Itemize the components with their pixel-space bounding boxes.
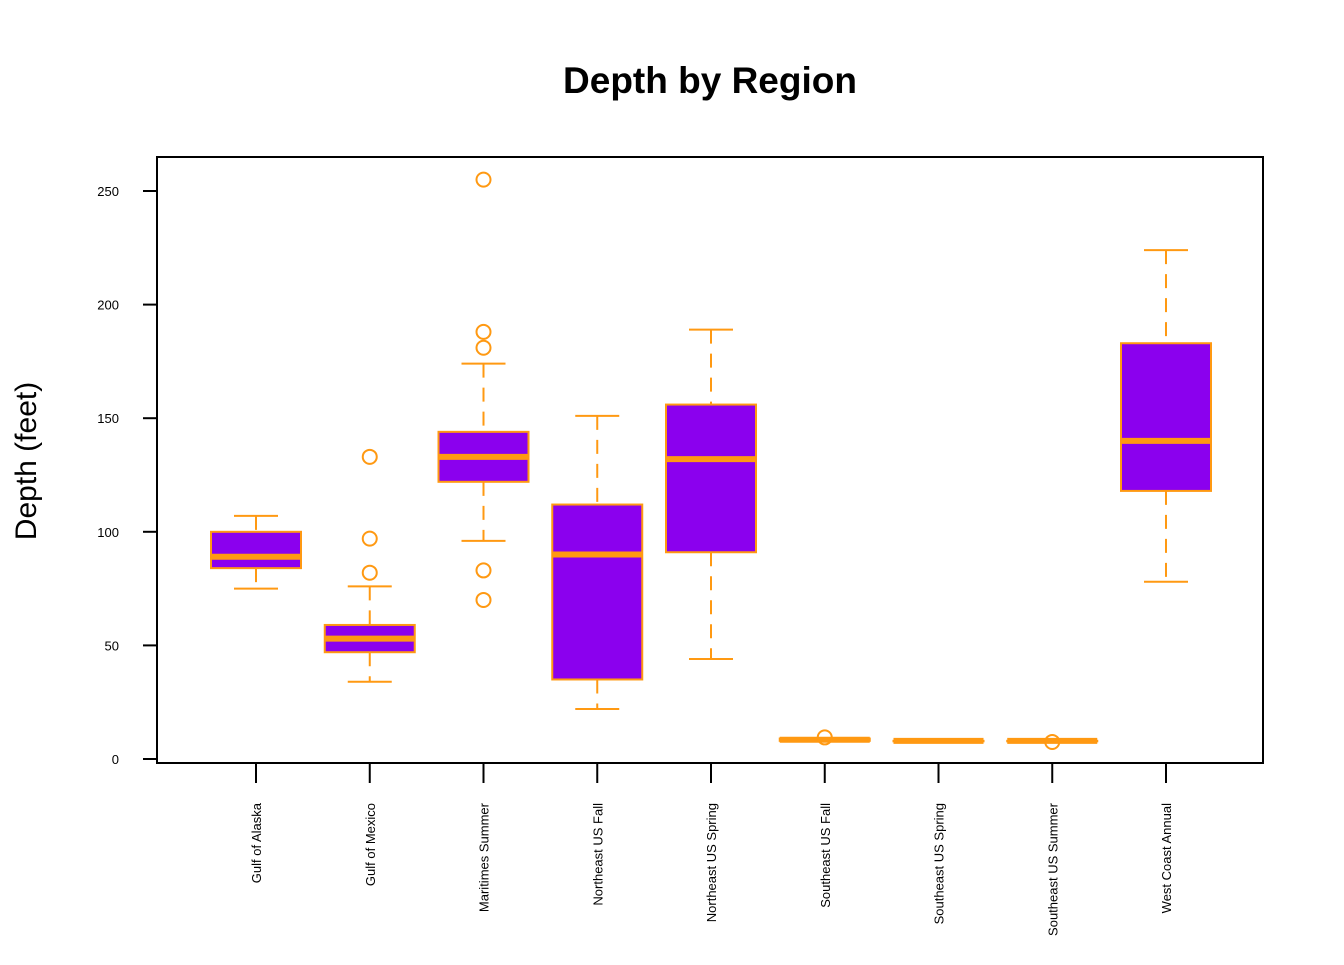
- box-iqr: [551, 503, 644, 681]
- outlier-point: [475, 323, 492, 340]
- outlier-point: [475, 591, 492, 608]
- chart-title: Depth by Region: [563, 60, 857, 101]
- x-tick-label: Gulf of Alaska: [249, 802, 264, 883]
- y-tick-label: 0: [112, 752, 119, 767]
- y-axis-label: Depth (feet): [10, 382, 43, 540]
- x-tick-label: Southeast US Fall: [818, 803, 833, 908]
- outlier-point: [1044, 733, 1061, 750]
- outlier-point: [475, 171, 492, 188]
- x-tick-label: West Coast Annual: [1159, 803, 1174, 913]
- outlier-point: [361, 564, 378, 581]
- box-iqr: [210, 530, 302, 570]
- y-tick-label: 200: [97, 298, 119, 313]
- x-tick-label: Maritimes Summer: [477, 802, 492, 912]
- y-tick-label: 150: [97, 411, 119, 426]
- outlier-point: [361, 448, 378, 465]
- x-tick-label: Southeast US Summer: [1045, 802, 1060, 936]
- x-tick-label: Gulf of Mexico: [363, 803, 378, 886]
- chart-marks: 0 50 100 150 200 250 Gulf of Alaska Gulf of Mex…: [97, 171, 1212, 936]
- y-tick-label: 100: [97, 525, 119, 540]
- x-tick-label: Northeast US Fall: [590, 803, 605, 906]
- y-tick-label: 50: [105, 638, 119, 653]
- box-iqr: [665, 403, 757, 554]
- y-tick-label: 250: [97, 184, 119, 199]
- outlier-point: [475, 562, 492, 579]
- x-tick-label: Southeast US Spring: [932, 803, 947, 924]
- box-iqr: [1120, 342, 1212, 492]
- outlier-point: [475, 339, 492, 356]
- outlier-point: [816, 729, 833, 746]
- outlier-point: [361, 530, 378, 547]
- x-tick-label: Northeast US Spring: [704, 803, 719, 922]
